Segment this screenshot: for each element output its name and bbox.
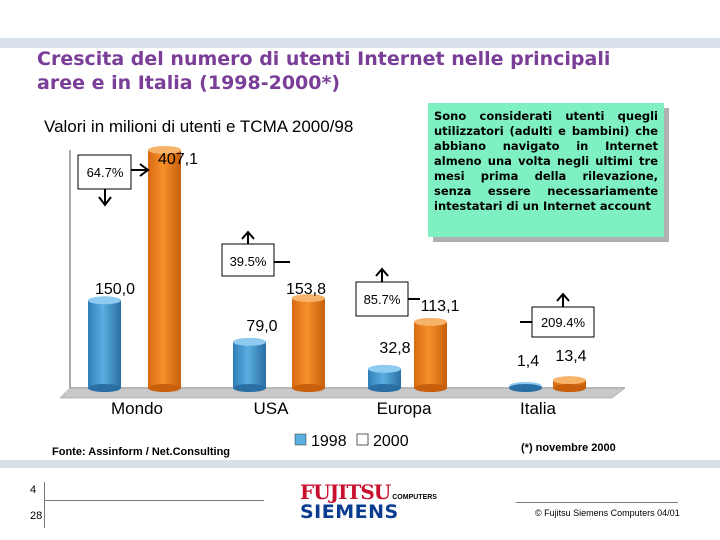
page-title: Crescita del numero di utenti Internet n… (37, 48, 611, 94)
bar-2000-mondo-base (148, 384, 181, 392)
bar-2000-mondo-top (148, 146, 181, 154)
data-label-2000-europa: 113,1 (421, 298, 460, 315)
bar-1998-usa-base (233, 384, 266, 392)
growth-box-3 (355, 281, 409, 317)
category-label-italia: Italia (520, 399, 556, 418)
bar-2000-usa (292, 298, 325, 388)
bar-2000-mondo (148, 150, 181, 388)
chart-subtitle: Valori in milioni di utenti e TCMA 2000/… (44, 117, 354, 136)
bar-1998-europa-top (368, 364, 401, 373)
legend-swatch-1998 (294, 433, 307, 446)
growth-label-3: 85.7% (364, 292, 401, 307)
bar-1998-europa-base (368, 384, 401, 392)
data-label-1998-usa: 79,0 (246, 318, 277, 335)
legend-swatch-2000 (356, 433, 369, 446)
data-label-1998-europa: 32,8 (379, 340, 410, 357)
bar-1998-mondo-base (88, 384, 121, 392)
legend-label-1998: 1998 (311, 433, 347, 450)
bar-2000-italia-base (553, 384, 586, 392)
data-label-1998-mondo: 150,0 (95, 281, 135, 298)
category-label-europa: Europa (377, 399, 432, 418)
bar-2000-europa-base (414, 384, 447, 392)
definition-note: Sono considerati utenti quegli utilizzat… (428, 103, 664, 237)
bar-1998-mondo-top (88, 296, 121, 305)
growth-arrow-2 (241, 230, 290, 263)
data-label-2000-usa: 153,8 (286, 281, 326, 298)
logo-computers: COMPUTERS (392, 494, 437, 501)
legend-label-2000: 2000 (373, 433, 409, 450)
growth-label-2: 39.5% (230, 254, 267, 269)
footer-vertical-rule (44, 482, 45, 528)
bar-1998-usa-top (233, 337, 266, 346)
growth-box-1 (77, 154, 132, 190)
bar-1998-europa (368, 368, 401, 388)
footnote-text: (*) novembre 2000 (521, 442, 616, 454)
bar-2000-usa-top (292, 294, 325, 303)
data-label-2000-italia: 13,4 (555, 348, 586, 365)
source-text: Fonte: Assinform / Net.Consulting (52, 446, 231, 458)
growth-arrow-3 (375, 267, 420, 300)
data-label-1998-italia: 1,4 (517, 353, 539, 370)
bar-2000-europa-top (414, 317, 447, 326)
page-number-top: 4 (30, 484, 37, 496)
legend-box (290, 432, 420, 450)
bar-1998-mondo (88, 300, 121, 388)
bar-1998-italia-base (509, 384, 542, 392)
growth-box-4 (531, 306, 595, 338)
copyright-rule (516, 502, 678, 503)
logo-fujitsu: FUJITSU (300, 480, 391, 504)
growth-arrow-1 (98, 163, 150, 207)
bar-2000-usa-base (292, 384, 325, 392)
category-label-usa: USA (254, 399, 290, 418)
growth-label-4: 209.4% (541, 315, 586, 330)
bar-2000-europa (414, 321, 447, 388)
bottom-band (0, 460, 720, 468)
copyright-text: © Fujitsu Siemens Computers 04/01 (535, 508, 680, 518)
bar-2000-italia-top (553, 376, 586, 385)
data-label-2000-mondo: 407,1 (158, 151, 198, 168)
page-number-bottom: 28 (30, 510, 43, 522)
growth-arrow-4 (520, 292, 570, 323)
bar-1998-usa (233, 341, 266, 388)
category-label-mondo: Mondo (111, 399, 163, 418)
fujitsu-siemens-logo: FUJITSU COMPUTERS SIEMENS (300, 480, 437, 525)
top-band (0, 38, 720, 48)
footer-horizontal-rule (44, 500, 264, 501)
growth-label-1: 64.7% (87, 165, 124, 180)
growth-box-2 (221, 243, 275, 277)
logo-siemens: SIEMENS (300, 501, 399, 523)
